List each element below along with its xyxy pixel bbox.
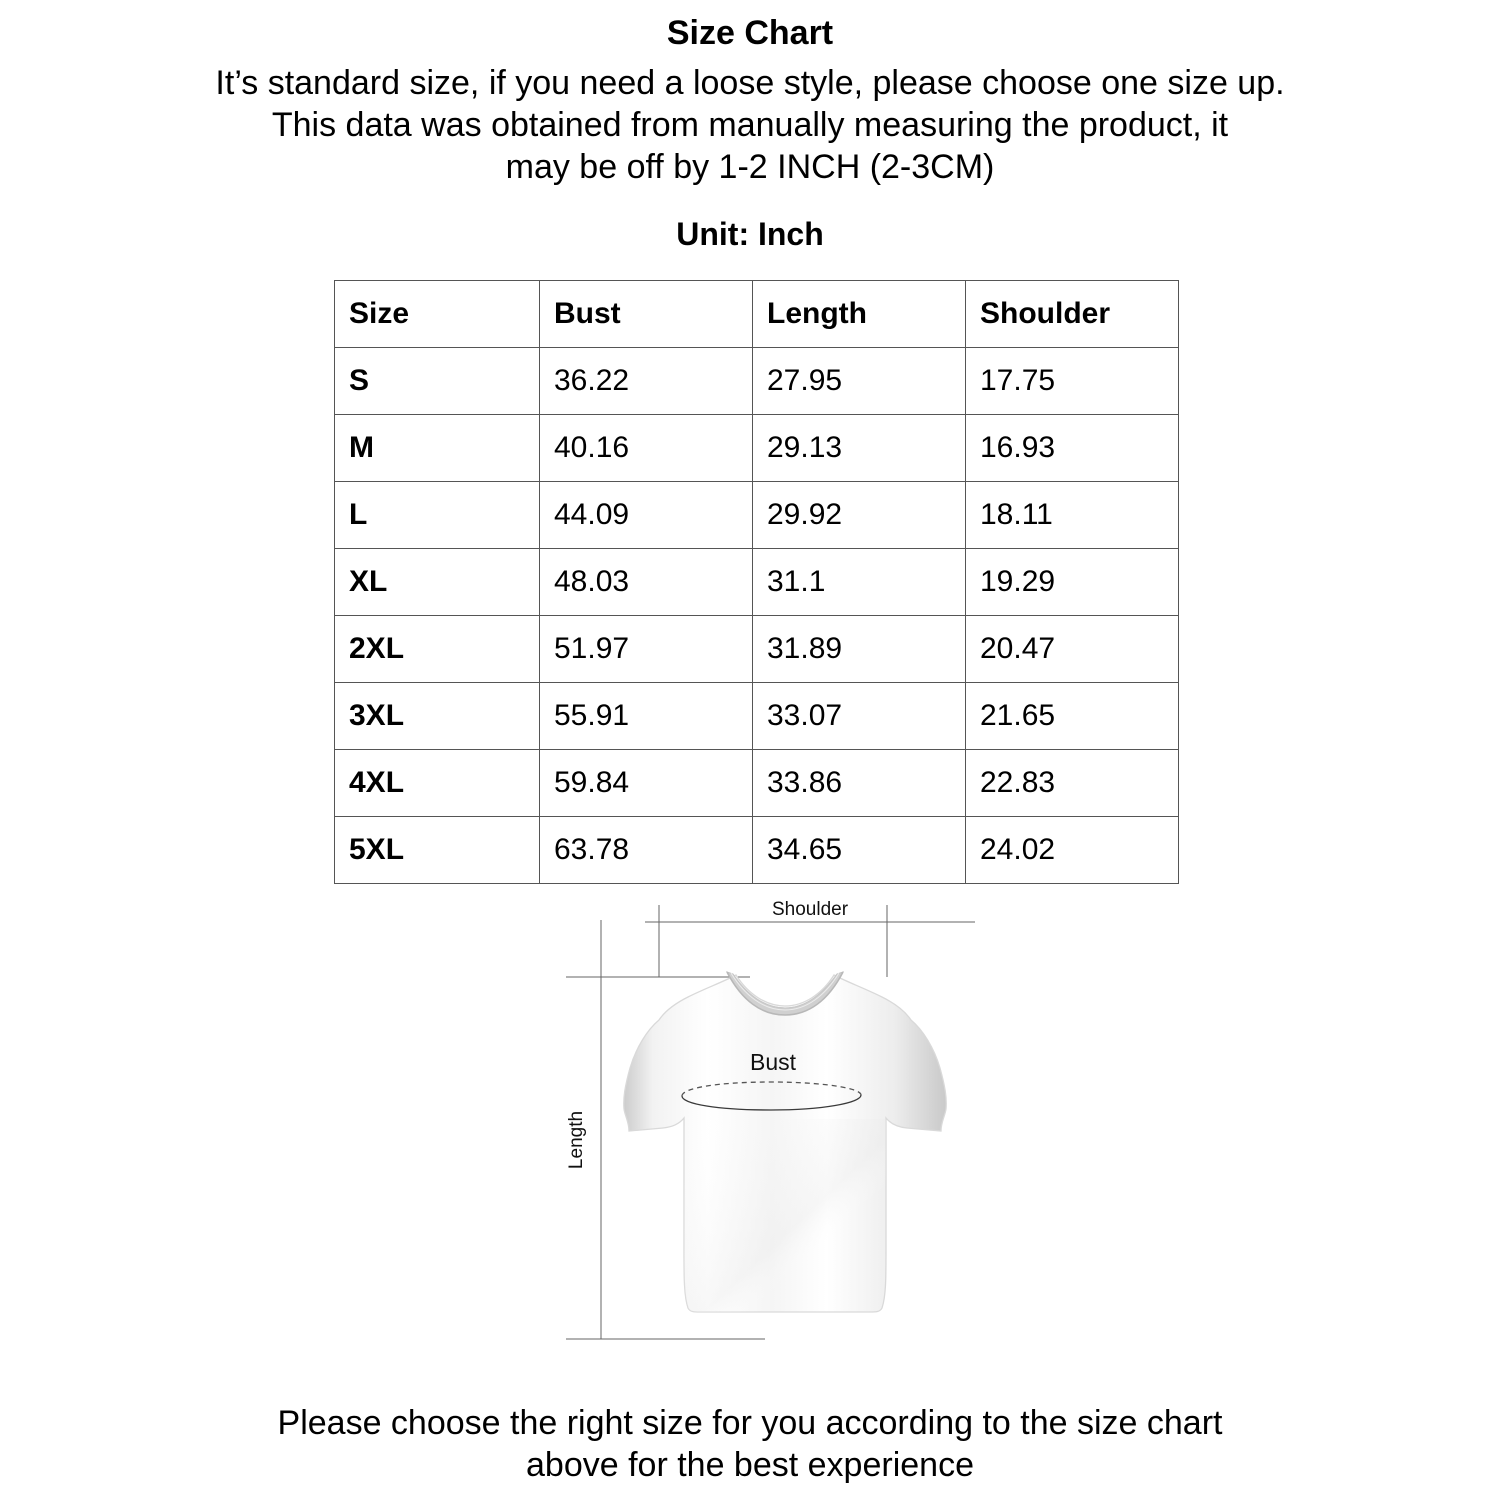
svg-text:Shoulder: Shoulder xyxy=(772,900,849,920)
svg-text:Bust: Bust xyxy=(750,1049,797,1075)
svg-text:Length: Length xyxy=(566,1111,587,1169)
